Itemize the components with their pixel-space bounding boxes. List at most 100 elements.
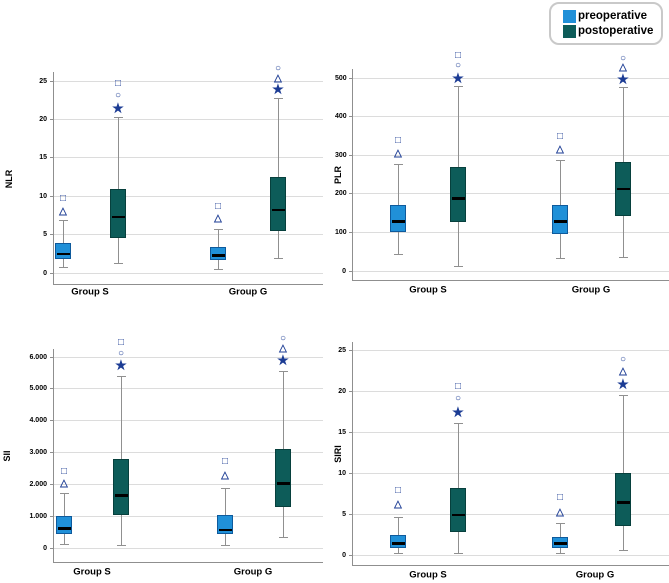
whisker-cap [393, 516, 403, 518]
y-tick-mark [50, 452, 54, 453]
box-postoperative [615, 473, 631, 527]
y-axis-title: SIRI [333, 445, 343, 463]
box-postoperative [113, 458, 129, 515]
y-tick-mark [349, 154, 353, 156]
y-tick-label: 10 [39, 192, 47, 200]
outlier-square-icon: □ [394, 134, 402, 146]
y-tick-mark [349, 77, 353, 79]
whisker-cap [220, 544, 230, 546]
outlier-star-icon: ★ [452, 70, 464, 86]
x-category-label: Group G [575, 569, 615, 581]
whisker-line [622, 395, 624, 551]
y-tick-label: 0 [43, 544, 47, 552]
x-category-label: Group G [228, 286, 268, 298]
y-tick-mark [349, 116, 353, 118]
y-tick-label: 400 [335, 113, 347, 121]
y-tick-label: 6.000 [29, 353, 47, 361]
y-tick-label: 5 [43, 231, 47, 239]
whisker-cap [453, 85, 463, 87]
gridline [353, 77, 669, 79]
outlier-circle-icon: ○ [114, 90, 122, 102]
median-line [211, 254, 225, 257]
whisker-cap [273, 257, 283, 259]
gridline [54, 452, 323, 453]
gridline [353, 231, 669, 233]
outlier-square-icon: □ [221, 456, 229, 468]
outlier-square-icon: □ [454, 380, 462, 392]
whisker-cap [278, 370, 288, 372]
gridline [353, 154, 669, 156]
outlier-circle-icon: ○ [619, 53, 627, 65]
chart-panel-sii: 0 1.000 2.000 3.000 4.000 5.000 6.000 △ □ ★ ○ □ △ □ ★ △… [0, 300, 335, 583]
outlier-star-icon: ★ [112, 100, 124, 116]
outlier-star-icon: ★ [272, 81, 284, 97]
box-postoperative [450, 166, 466, 222]
gridline [54, 420, 323, 422]
outlier-square-icon: □ [214, 200, 222, 212]
y-tick-label: 500 [335, 74, 347, 82]
median-line [271, 208, 285, 212]
outlier-square-icon: □ [114, 78, 122, 90]
legend-label-postoperative: postoperative [578, 25, 654, 37]
y-tick-mark [349, 270, 353, 272]
gridline [54, 234, 323, 236]
median-line [276, 482, 290, 485]
gridline [54, 272, 323, 274]
median-line [451, 513, 465, 517]
outlier-square-icon: □ [556, 130, 564, 142]
outlier-triangle-icon: △ [59, 205, 67, 217]
whisker-cap [618, 87, 628, 89]
x-category-label: Group S [71, 286, 109, 298]
y-tick-label: 10 [338, 469, 346, 477]
y-axis-title: PLR [333, 166, 343, 184]
y-axis-title: NLR [4, 169, 14, 188]
gridline [54, 157, 323, 159]
outlier-triangle-icon: △ [619, 62, 627, 74]
legend-swatch-preoperative-icon [563, 9, 576, 23]
median-line [616, 187, 630, 191]
gridline [353, 390, 669, 392]
outlier-square-icon: □ [117, 336, 125, 348]
x-axis-line [53, 284, 323, 286]
y-tick-mark [50, 157, 54, 159]
whisker-cap [555, 523, 565, 525]
y-tick-label: 0 [342, 551, 346, 559]
whisker-cap [555, 257, 565, 259]
y-tick-label: 4.000 [29, 417, 47, 425]
y-tick-label: 1.000 [29, 512, 47, 520]
y-tick-mark [349, 431, 353, 433]
x-category-label: Group S [409, 284, 447, 296]
outlier-square-icon: □ [59, 193, 67, 205]
y-tick-mark [349, 472, 353, 474]
x-category-label: Group G [571, 284, 611, 296]
y-tick-mark [349, 231, 353, 233]
gridline [353, 472, 669, 474]
outlier-square-icon: □ [454, 50, 462, 62]
y-axis-line [53, 72, 55, 285]
chart-panel-siri: 0 5 10 15 20 25 △ □ ★ ○ □ △ □ ★ △ ○ SIRI Group S Group G [333, 300, 669, 583]
x-axis-line [352, 565, 669, 567]
box-preoperative [210, 246, 226, 260]
y-tick-mark [349, 193, 353, 195]
outlier-star-icon: ★ [452, 404, 464, 419]
outlier-triangle-icon: △ [394, 498, 402, 510]
y-tick-mark [349, 554, 353, 556]
whisker-cap [273, 98, 283, 100]
whisker-cap [220, 487, 230, 489]
gridline [54, 80, 323, 82]
y-tick-mark [349, 349, 353, 351]
y-tick-label: 300 [335, 151, 347, 159]
whisker-cap [453, 552, 463, 554]
whisker-cap [555, 159, 565, 161]
outlier-triangle-icon: △ [60, 478, 68, 490]
box-postoperative [275, 448, 291, 508]
y-tick-label: 2.000 [29, 480, 47, 488]
box-preoperative [56, 516, 72, 534]
chart-panel-plr: 0 100 200 300 400 500 △ □ ★ ○ □ △ □ ★ △ ○ PLR Group S Grou… [333, 0, 669, 300]
outlier-star-icon: ★ [617, 376, 629, 392]
box-preoperative [390, 534, 406, 549]
y-axis-line [352, 69, 354, 281]
legend: preoperative postoperative [549, 2, 663, 45]
outlier-star-icon: ★ [115, 357, 127, 373]
y-axis-title: SII [2, 450, 12, 462]
